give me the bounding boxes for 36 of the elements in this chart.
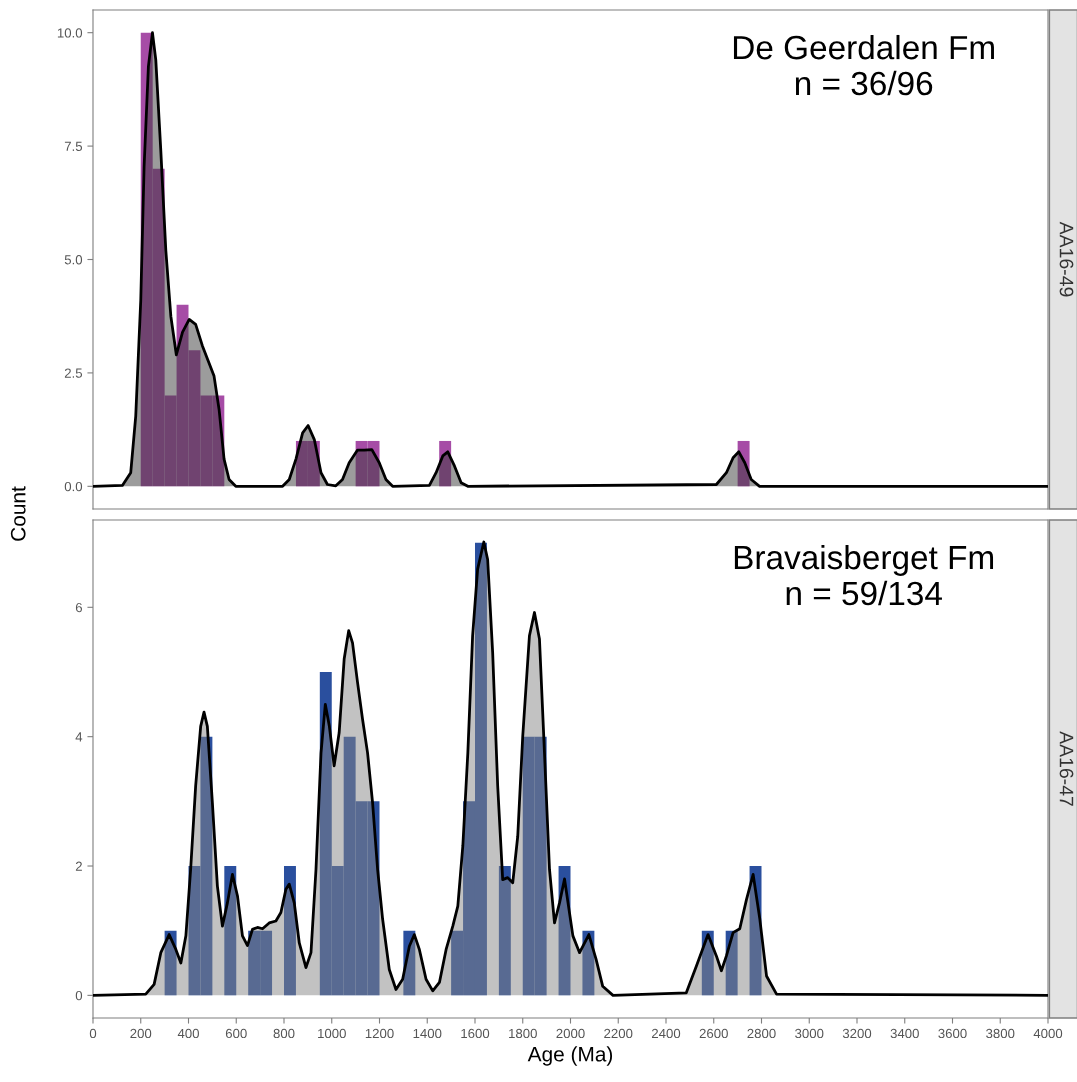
x-tick-label: 200 bbox=[130, 1028, 152, 1039]
x-tick-label: 3000 bbox=[795, 1028, 824, 1039]
y-tick-label: 2.5 bbox=[64, 368, 83, 378]
x-tick-label: 2200 bbox=[604, 1028, 633, 1039]
x-tick-label: 1400 bbox=[413, 1028, 442, 1039]
y-axis-title: Count bbox=[10, 486, 26, 541]
text: AA16-47 bbox=[1059, 731, 1074, 806]
y-tick-label: 0 bbox=[75, 990, 83, 1001]
x-tick-label: 3200 bbox=[842, 1028, 872, 1039]
x-tick-label: 1800 bbox=[509, 1028, 537, 1039]
x-tick-label: 0 bbox=[89, 1028, 97, 1039]
y-tick-label: 0.0 bbox=[64, 481, 83, 492]
x-tick-label: 1600 bbox=[461, 1028, 490, 1039]
x-tick-label: 400 bbox=[177, 1028, 199, 1039]
x-tick-label: 4000 bbox=[1033, 1028, 1063, 1039]
x-tick-label: 600 bbox=[225, 1028, 247, 1039]
x-axis-title: Age (Ma) bbox=[527, 1046, 613, 1066]
x-tick-label: 3600 bbox=[938, 1028, 967, 1039]
x-tick-label: 3400 bbox=[890, 1028, 919, 1039]
x-tick-label: 1000 bbox=[318, 1028, 346, 1039]
y-tick-label: 6 bbox=[75, 602, 82, 613]
text: AA16-49 bbox=[1059, 221, 1074, 297]
x-tick-label: 3800 bbox=[986, 1028, 1015, 1039]
annotation: Bravaisberget Fm n = 59/134 bbox=[734, 544, 994, 606]
x-tick-label: 1200 bbox=[365, 1028, 394, 1039]
y-tick-label: 10.0 bbox=[57, 28, 83, 38]
y-tick-label: 5.0 bbox=[64, 255, 83, 265]
x-tick-label: 2600 bbox=[699, 1028, 728, 1039]
x-tick-label: 2800 bbox=[747, 1028, 776, 1039]
y-tick-label: 2 bbox=[75, 861, 82, 871]
x-tick-label: 2000 bbox=[556, 1028, 585, 1039]
x-tick-label: 2400 bbox=[651, 1028, 681, 1039]
annotation: De Geerdalen Fm n = 36/96 bbox=[733, 34, 994, 96]
x-tick-label: 800 bbox=[273, 1028, 295, 1039]
y-tick-label: 4 bbox=[75, 732, 83, 742]
y-tick-label: 7.5 bbox=[64, 141, 83, 151]
